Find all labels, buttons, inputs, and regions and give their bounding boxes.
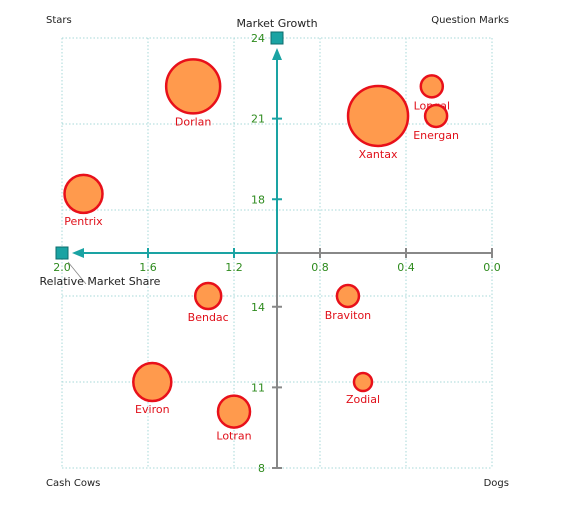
bubble-label: Energan	[413, 129, 459, 142]
bubble-dorlan: Dorlan	[164, 58, 222, 128]
x-axis-title: Relative Market Share	[40, 275, 161, 288]
bubble-marker	[164, 58, 222, 115]
bubble-bendac: Bendac	[188, 281, 229, 324]
y-tick-label: 21	[251, 113, 265, 126]
bubble-lotran: Lotran	[216, 394, 252, 443]
quadrant-label-stars: Stars	[46, 15, 72, 26]
bubble-zodial: Zodial	[346, 371, 380, 406]
x-axis-title-leader	[67, 261, 87, 285]
bubble-energan: Energan	[413, 103, 459, 142]
bubble-label: Eviron	[135, 403, 170, 416]
x-tick-label: 1.6	[139, 261, 157, 274]
y-tick-label: 18	[251, 193, 265, 206]
y-axis-title: Market Growth	[236, 17, 317, 30]
bubble-marker	[423, 103, 449, 129]
y-tick-label: 24	[251, 32, 265, 45]
quadrant-label-cash-cows: Cash Cows	[46, 478, 100, 489]
axes	[55, 31, 492, 468]
y-tick-label: 14	[251, 301, 265, 314]
y-axis-end-handle	[270, 31, 284, 45]
quadrant-label-dogs: Dogs	[484, 478, 509, 489]
bubble-label: Braviton	[325, 309, 371, 322]
bubble-marker	[335, 283, 361, 309]
bubbles: DorlanXantaxLongalEnerganPentrixBendacBr…	[63, 58, 459, 443]
x-tick-label: 1.2	[225, 261, 243, 274]
bubble-label: Pentrix	[64, 215, 103, 228]
y-tick-label: 8	[258, 462, 265, 475]
x-tick-label: 0.4	[397, 261, 415, 274]
bubble-xantax: Xantax	[346, 84, 410, 161]
bubble-marker	[419, 74, 445, 99]
quadrant-label-question-marks: Question Marks	[431, 15, 509, 26]
bubble-braviton: Braviton	[325, 283, 371, 322]
bubble-pentrix: Pentrix	[63, 173, 104, 228]
x-tick-label: 0.0	[483, 261, 501, 274]
x-tick-label: 2.0	[53, 261, 71, 274]
x-axis-arrowhead	[72, 248, 84, 258]
bubble-marker	[132, 361, 173, 403]
bubble-label: Zodial	[346, 393, 380, 406]
y-tick-label: 11	[251, 381, 265, 394]
tick-labels: 2.0 1.6 1.2 0.8 0.4 0.0 8 11 14 18 21 24	[53, 32, 501, 475]
bubble-marker	[346, 84, 410, 148]
bubble-label: Dorlan	[175, 115, 212, 128]
bubble-label: Lotran	[216, 430, 251, 443]
bubble-marker	[352, 371, 374, 393]
bubble-label: Bendac	[188, 311, 229, 324]
x-tick-label: 0.8	[311, 261, 329, 274]
bubble-marker	[63, 173, 104, 215]
y-axis-arrowhead	[272, 48, 282, 60]
bubble-eviron: Eviron	[132, 361, 173, 416]
bubble-label: Xantax	[359, 148, 398, 161]
bubble-marker	[216, 394, 252, 429]
bubble-marker	[193, 281, 223, 311]
